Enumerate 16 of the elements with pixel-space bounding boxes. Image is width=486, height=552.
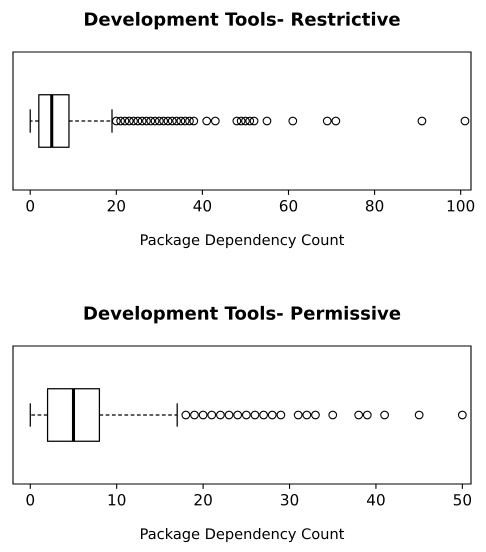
chart-title: Development Tools- Restrictive [85, 12, 400, 30]
x-tick-label: 40 [193, 200, 212, 212]
x-tick-label: 20 [108, 200, 126, 212]
x-tick-label: 60 [280, 200, 298, 212]
x-tick-label: 50 [454, 494, 472, 506]
x-tick-label: 10 [108, 494, 126, 506]
x-tick-label: 80 [366, 200, 384, 212]
x-tick-label: 0 [26, 200, 34, 212]
chart-title: Development Tools- Permissive [84, 306, 400, 324]
x-tick-label: 40 [366, 494, 385, 506]
x-axis-title: Package Dependency Count [141, 528, 344, 542]
x-tick-label: 100 [448, 200, 474, 212]
x-tick-label: 20 [194, 494, 212, 506]
x-tick-label: 0 [26, 494, 34, 506]
x-axis-title: Package Dependency Count [141, 234, 344, 248]
x-tick-label: 30 [280, 494, 298, 506]
